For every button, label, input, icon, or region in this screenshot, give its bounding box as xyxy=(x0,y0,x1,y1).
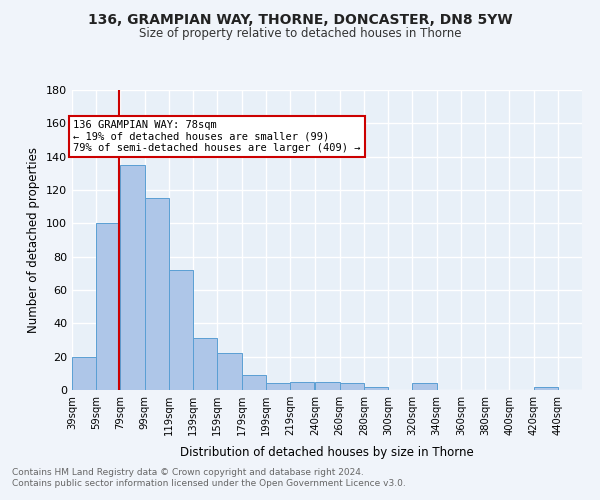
Text: Size of property relative to detached houses in Thorne: Size of property relative to detached ho… xyxy=(139,28,461,40)
Text: 136 GRAMPIAN WAY: 78sqm
← 19% of detached houses are smaller (99)
79% of semi-de: 136 GRAMPIAN WAY: 78sqm ← 19% of detache… xyxy=(73,120,361,153)
X-axis label: Distribution of detached houses by size in Thorne: Distribution of detached houses by size … xyxy=(180,446,474,460)
Bar xyxy=(266,384,290,390)
Text: 136, GRAMPIAN WAY, THORNE, DONCASTER, DN8 5YW: 136, GRAMPIAN WAY, THORNE, DONCASTER, DN… xyxy=(88,12,512,26)
Bar xyxy=(96,224,121,390)
Bar xyxy=(533,386,558,390)
Bar xyxy=(316,382,340,390)
Bar xyxy=(412,384,437,390)
Bar xyxy=(169,270,193,390)
Bar xyxy=(217,354,242,390)
Bar xyxy=(121,165,145,390)
Bar xyxy=(193,338,217,390)
Y-axis label: Number of detached properties: Number of detached properties xyxy=(28,147,40,333)
Bar xyxy=(340,384,364,390)
Bar xyxy=(145,198,169,390)
Text: Contains HM Land Registry data © Crown copyright and database right 2024.
Contai: Contains HM Land Registry data © Crown c… xyxy=(12,468,406,487)
Bar xyxy=(364,386,388,390)
Bar xyxy=(72,356,96,390)
Bar xyxy=(290,382,314,390)
Bar xyxy=(242,375,266,390)
